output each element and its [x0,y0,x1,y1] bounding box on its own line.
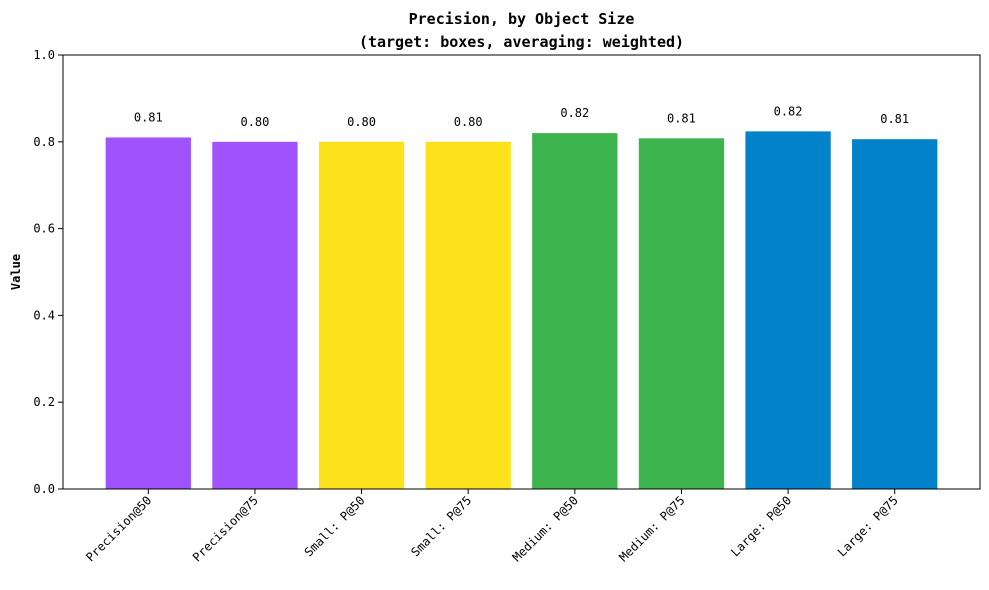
bar-value-label: 0.80 [240,115,269,129]
x-tick-label: Large: P@75 [835,493,901,559]
bar [852,139,938,490]
bar [745,131,831,489]
bar [638,138,725,489]
bar [532,133,618,489]
bar-value-label: 0.80 [454,115,483,129]
plot-frame [62,54,981,490]
y-tick-label: 0.4 [33,308,55,322]
x-tick-label: Precision@75 [190,493,261,564]
bar-value-label: 0.81 [667,111,696,125]
bar [212,141,298,490]
x-tick-label: Small: P@50 [302,493,368,559]
y-tick-label: 0.2 [33,395,55,409]
y-tick-label: 0.6 [33,222,55,236]
chart-subtitle: (target: boxes, averaging: weighted) [359,33,684,51]
x-tick-label: Small: P@75 [408,493,474,559]
y-tick-label: 0.8 [33,135,55,149]
plot-area: 0.0 0.2 0.4 0.6 0.8 1.0 0.81 Precision@50 0.80 Pr… [33,48,938,564]
x-tick-label: Medium: P@50 [510,493,581,564]
bar [105,137,191,489]
y-tick-label: 1.0 [33,48,55,62]
chart-title: Precision, by Object Size [409,10,635,28]
bar [318,141,405,490]
x-tick-label: Medium: P@75 [616,493,687,564]
x-tick-label: Precision@50 [83,493,154,564]
bar-value-label: 0.82 [560,106,589,120]
bar-value-label: 0.81 [134,110,163,124]
bar [425,141,511,490]
x-tick-label: Large: P@50 [728,493,794,559]
y-axis-label: Value [9,254,23,290]
bar-value-label: 0.81 [880,112,909,126]
bar-value-label: 0.80 [347,115,376,129]
y-tick-label: 0.0 [33,482,55,496]
bar-value-label: 0.82 [774,104,803,118]
